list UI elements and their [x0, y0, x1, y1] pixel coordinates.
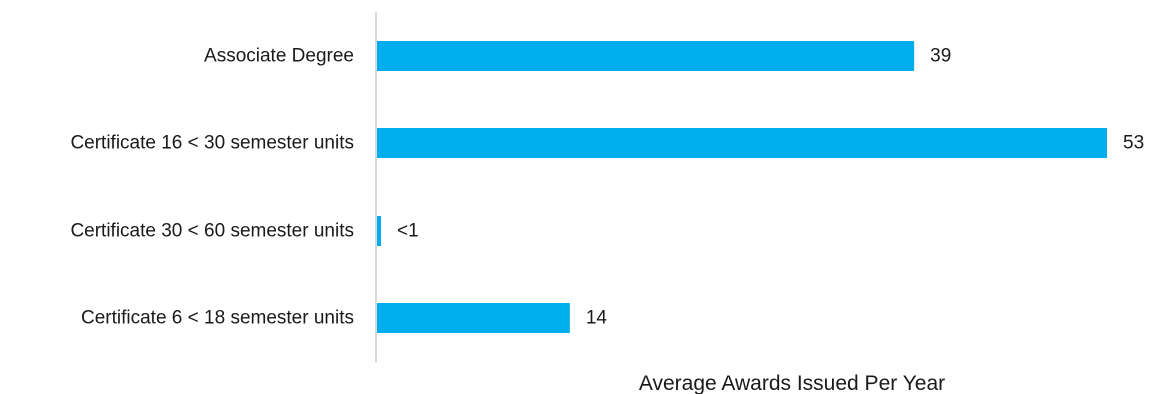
- category-label-3: Certificate 30 < 60 semester units: [70, 221, 354, 242]
- x-axis-title: Average Awards Issued Per Year: [639, 372, 945, 394]
- value-label-2: 53: [1123, 133, 1144, 154]
- bar-4: [377, 303, 570, 333]
- bar-1: [377, 41, 915, 71]
- bar-2: [377, 128, 1107, 158]
- value-label-1: 39: [930, 46, 951, 67]
- category-label-4: Certificate 6 < 18 semester units: [81, 308, 354, 329]
- value-label-4: 14: [586, 308, 608, 329]
- category-label-2: Certificate 16 < 30 semester units: [70, 133, 354, 154]
- value-labels-group: 39 53 <1 14: [397, 46, 1144, 329]
- value-label-3: <1: [397, 221, 419, 242]
- category-labels-group: Associate Degree Certificate 16 < 30 seme…: [70, 46, 354, 329]
- category-label-1: Associate Degree: [204, 46, 354, 67]
- bar-3: [377, 216, 381, 246]
- bars-group: [377, 41, 1107, 333]
